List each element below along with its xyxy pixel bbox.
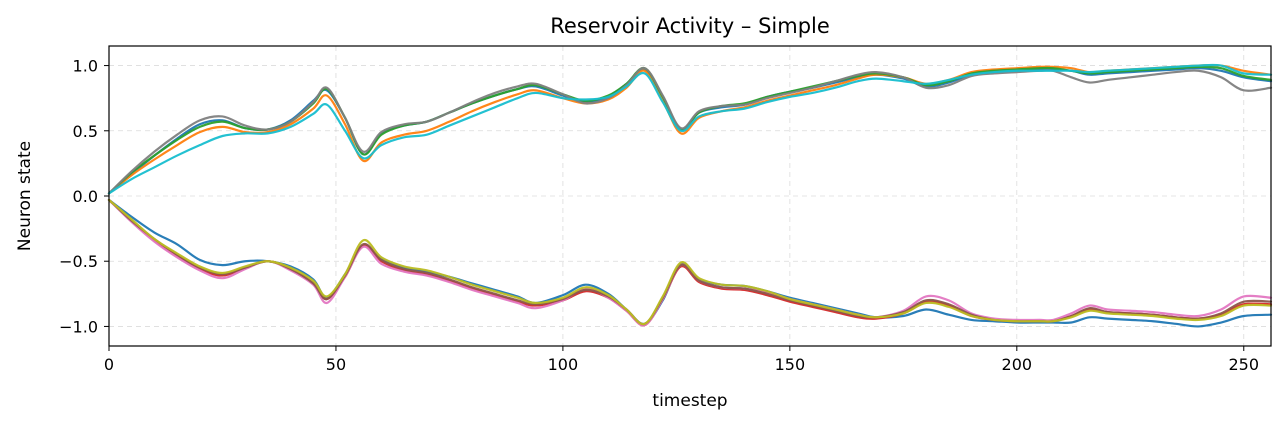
series-line-lower-8 [107,198,1273,326]
series-line-upper-3 [107,67,1273,195]
y-tick-label: −0.5 [59,252,98,271]
series-line-upper-4 [107,63,1273,195]
y-axis-label: Neuron state [15,141,35,251]
chart-title: Reservoir Activity – Simple [550,14,830,38]
x-tick-label: 0 [104,355,114,374]
y-tick-label: 0.0 [73,187,98,206]
series-lines [107,63,1273,328]
x-tick-label: 100 [548,355,579,374]
y-tick-label: −1.0 [59,317,98,336]
axis-ticks: 0 50 100 150 200 250 −1.0 −0.5 0.0 0.5 1.0 [59,57,1259,374]
x-tick-label: 50 [326,355,346,374]
x-tick-label: 200 [1002,355,1033,374]
series-line-lower-9 [107,198,1273,326]
x-tick-label: 150 [775,355,806,374]
series-line-upper-1 [107,64,1273,195]
y-tick-label: 0.5 [73,122,98,141]
x-axis-label: timestep [652,391,727,411]
y-tick-label: 1.0 [73,57,98,76]
x-tick-label: 250 [1228,355,1259,374]
